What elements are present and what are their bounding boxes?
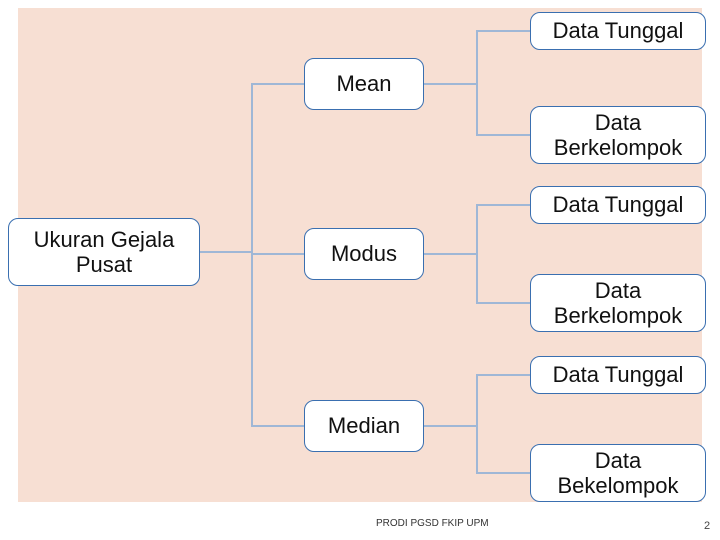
node-mean-b: Data Berkelompok: [530, 106, 706, 164]
node-mean-b-label: Data Berkelompok: [535, 110, 701, 161]
node-modus: Modus: [304, 228, 424, 280]
node-modus-a-label: Data Tunggal: [553, 192, 684, 217]
node-mean: Mean: [304, 58, 424, 110]
node-modus-a: Data Tunggal: [530, 186, 706, 224]
node-median-a: Data Tunggal: [530, 356, 706, 394]
node-median-label: Median: [328, 413, 400, 438]
node-root: Ukuran Gejala Pusat: [8, 218, 200, 286]
node-root-label: Ukuran Gejala Pusat: [13, 227, 195, 278]
node-modus-b: Data Berkelompok: [530, 274, 706, 332]
slide: Ukuran Gejala Pusat Mean Modus Median Da…: [0, 0, 720, 540]
node-mean-label: Mean: [336, 71, 391, 96]
footer-text: PRODI PGSD FKIP UPM: [376, 518, 489, 529]
node-mean-a: Data Tunggal: [530, 12, 706, 50]
node-median-b: Data Bekelompok: [530, 444, 706, 502]
node-median-b-label: Data Bekelompok: [535, 448, 701, 499]
node-median: Median: [304, 400, 424, 452]
node-modus-label: Modus: [331, 241, 397, 266]
page-number: 2: [704, 520, 710, 532]
node-modus-b-label: Data Berkelompok: [535, 278, 701, 329]
node-mean-a-label: Data Tunggal: [553, 18, 684, 43]
node-median-a-label: Data Tunggal: [553, 362, 684, 387]
